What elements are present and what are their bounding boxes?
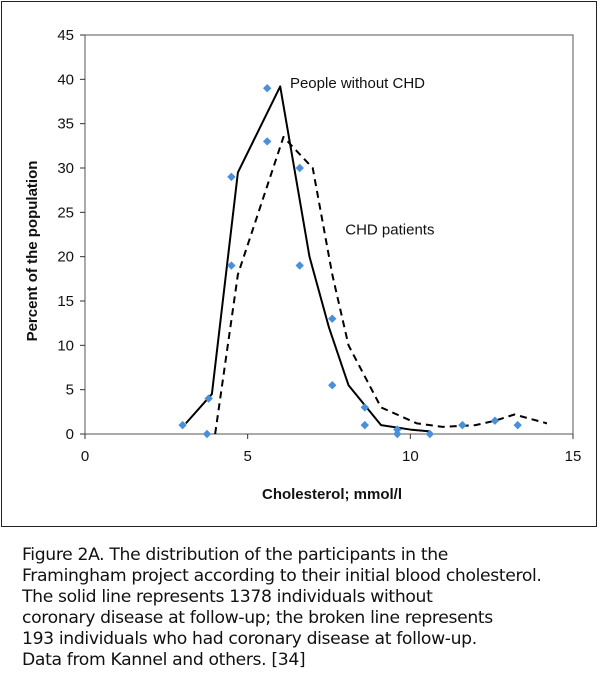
- caption-line: Figure 2A. The distribution of the parti…: [22, 545, 448, 565]
- x-tick-label: 10: [402, 448, 419, 465]
- data-point-marker: [328, 381, 337, 390]
- y-tick-label: 0: [66, 426, 74, 443]
- y-axis-title: Percent of the population: [24, 161, 41, 342]
- data-point-marker: [204, 394, 213, 403]
- y-tick-label: 25: [57, 204, 74, 221]
- data-point-marker: [295, 261, 304, 270]
- data-point-marker: [513, 420, 522, 430]
- chart: 0 5 10 15 20 25 30 35 40 45 0 5 10 15 People without C…: [24, 27, 581, 503]
- y-tick-label: 20: [57, 249, 74, 266]
- data-point-marker: [227, 261, 236, 270]
- data-point-marker: [262, 137, 272, 146]
- y-tick-label: 45: [57, 27, 74, 44]
- x-tick-label: 15: [565, 448, 582, 465]
- data-point-marker: [458, 420, 467, 430]
- x-tick-label: 5: [243, 448, 251, 465]
- data-point-marker: [360, 420, 369, 430]
- data-point-marker: [425, 429, 435, 439]
- y-tick-label: 30: [57, 160, 74, 177]
- figure-caption: Figure 2A. The distribution of the parti…: [22, 545, 587, 671]
- data-point-marker: [393, 425, 402, 434]
- data-point-marker: [262, 84, 272, 93]
- plot-area: 0 5 10 15 20 25 30 35 40 45 0 5 10 15 People without C…: [57, 27, 581, 465]
- data-point-marker: [393, 429, 402, 439]
- y-tick-label: 5: [66, 382, 74, 399]
- caption-line: Data from Kannel and others. [34]: [22, 650, 306, 670]
- chd-patients-line: [214, 135, 548, 435]
- data-point-marker: [295, 163, 304, 173]
- y-tick-label: 15: [57, 293, 74, 310]
- annotation-label: People without CHD: [290, 75, 425, 92]
- annotation-label: CHD patients: [345, 222, 434, 239]
- plot-border: [84, 34, 574, 435]
- x-axis-title: Cholesterol; mmol/l: [262, 486, 402, 503]
- data-point-marker: [202, 429, 212, 439]
- y-tick-label: 35: [57, 116, 74, 133]
- x-tick-label: 0: [81, 448, 89, 465]
- caption-line: coronary disease at follow-up; the broke…: [22, 608, 493, 628]
- data-point-marker: [178, 420, 187, 430]
- data-point-marker: [490, 416, 500, 425]
- caption-line: 193 individuals who had coronary disease…: [22, 629, 477, 649]
- caption-line: Framingham project according to their in…: [22, 566, 542, 586]
- data-point-marker: [227, 172, 236, 182]
- caption-line: The solid line represents 1378 individua…: [22, 587, 433, 607]
- y-tick-label: 40: [57, 71, 74, 88]
- data-point-marker: [360, 403, 369, 412]
- y-tick-label: 10: [57, 337, 74, 354]
- data-point-marker: [328, 314, 337, 323]
